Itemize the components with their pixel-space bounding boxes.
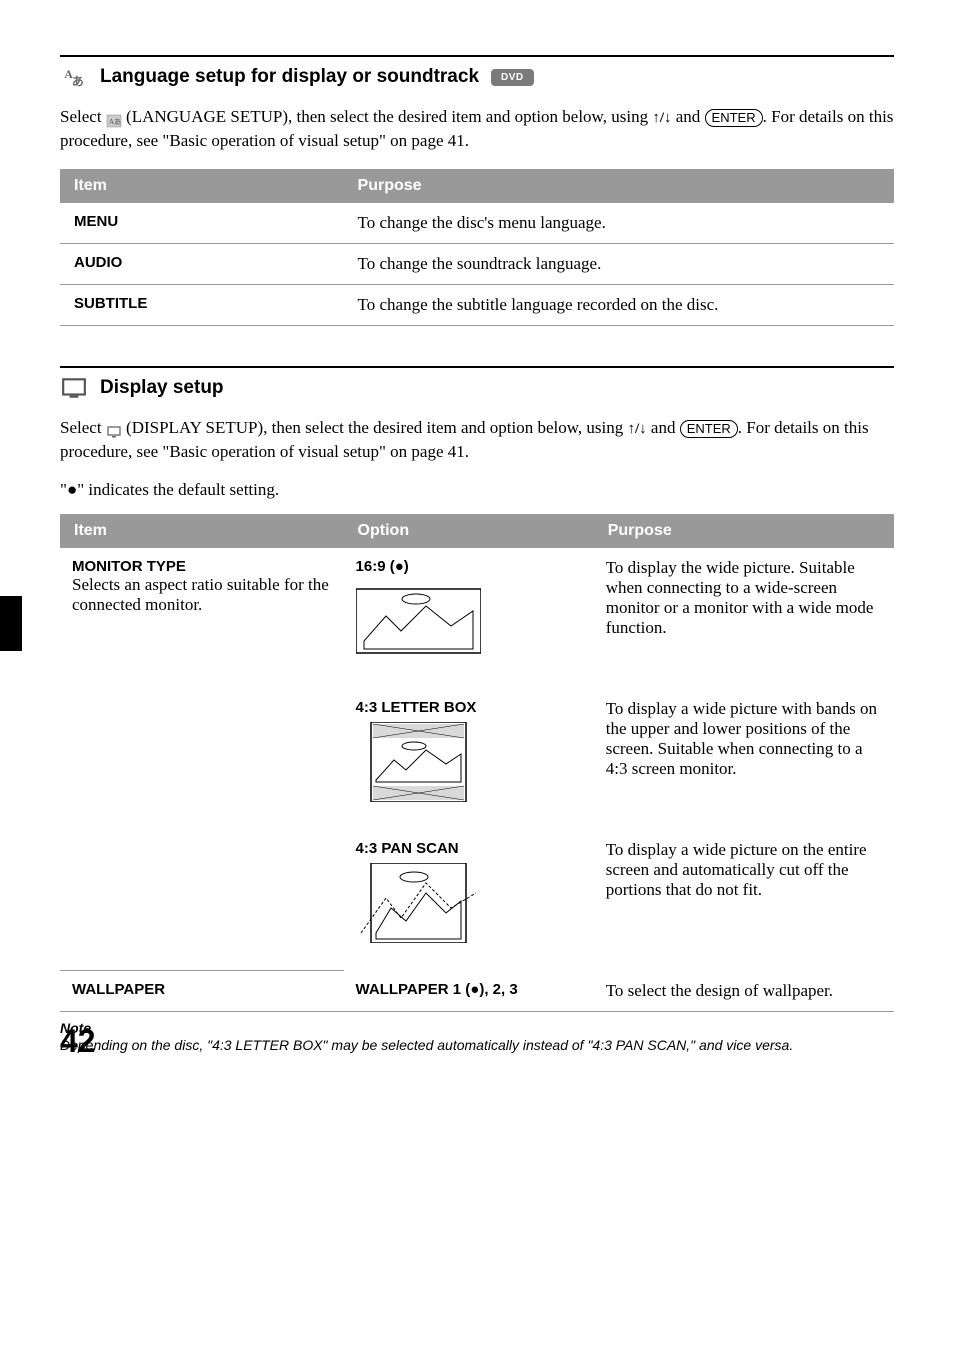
- text: and: [672, 107, 705, 126]
- cell-purpose: To change the subtitle language recorded…: [344, 284, 894, 325]
- section-header-language: A あ Language setup for display or soundt…: [60, 55, 894, 91]
- table-row: WALLPAPER WALLPAPER 1 (●), 2, 3 To selec…: [60, 971, 894, 1012]
- display-icon-inline: [106, 422, 122, 436]
- updown-arrows-icon: ↑/↓: [652, 110, 671, 126]
- page-content: A あ Language setup for display or soundt…: [0, 0, 954, 1085]
- section1-intro: Select Aあ (LANGUAGE SETUP), then select …: [60, 105, 894, 153]
- option-cell: WALLPAPER 1 (●), 2, 3: [344, 971, 594, 1012]
- text: Select: [60, 418, 106, 437]
- table-row: MONITOR TYPE Selects an aspect ratio sui…: [60, 548, 894, 689]
- purpose-cell: To display a wide picture with bands on …: [594, 689, 894, 830]
- enter-key-icon: ENTER: [705, 109, 763, 127]
- option-cell: 16:9 (●): [344, 548, 594, 689]
- text: (LANGUAGE SETUP), then select the desire…: [126, 107, 652, 126]
- header-purpose: Purpose: [344, 169, 894, 203]
- language-table: Item Purpose MENU To change the disc's m…: [60, 169, 894, 326]
- item-cell: MONITOR TYPE Selects an aspect ratio sui…: [60, 548, 344, 689]
- table-row: 4:3 PAN SCAN To display a wide picture o…: [60, 830, 894, 971]
- cell-purpose: To change the disc's menu language.: [344, 203, 894, 244]
- note-heading: Note: [60, 1020, 894, 1036]
- language-icon-inline: Aあ: [106, 111, 122, 125]
- note-body: Depending on the disc, "4:3 LETTER BOX" …: [60, 1036, 894, 1056]
- section-title: Language setup for display or soundtrack: [100, 66, 479, 88]
- header-purpose: Purpose: [594, 514, 894, 548]
- item-cell: [60, 830, 344, 971]
- option-label: 16:9 (●): [356, 558, 582, 575]
- table-header-row: Item Purpose: [60, 169, 894, 203]
- updown-arrows-icon: ↑/↓: [627, 421, 646, 437]
- text: (DISPLAY SETUP), then select the desired…: [126, 418, 627, 437]
- aspect-16-9-icon: [356, 581, 481, 661]
- option-label: WALLPAPER 1 (●), 2, 3: [356, 981, 582, 998]
- section-title: Display setup: [100, 377, 224, 399]
- text: Select: [60, 107, 106, 126]
- header-option: Option: [344, 514, 594, 548]
- aspect-letterbox-icon: [356, 722, 481, 802]
- option-cell: 4:3 PAN SCAN: [344, 830, 594, 971]
- display-table: Item Option Purpose MONITOR TYPE Selects…: [60, 514, 894, 1012]
- page-number: 42: [60, 1023, 96, 1060]
- cell-item: SUBTITLE: [60, 284, 344, 325]
- item-cell: WALLPAPER: [60, 971, 344, 1012]
- cell-item: AUDIO: [60, 243, 344, 284]
- item-cell: [60, 689, 344, 830]
- table-row: SUBTITLE To change the subtitle language…: [60, 284, 894, 325]
- svg-text:あ: あ: [72, 75, 84, 89]
- purpose-cell: To display the wide picture. Suitable wh…: [594, 548, 894, 689]
- table-row: 4:3 LETTER BOX To display a wide picture…: [60, 689, 894, 830]
- dvd-badge: DVD: [491, 69, 534, 86]
- language-icon: A あ: [60, 63, 88, 91]
- table-header-row: Item Option Purpose: [60, 514, 894, 548]
- item-label: WALLPAPER: [72, 981, 332, 998]
- item-desc: Selects an aspect ratio suitable for the…: [72, 575, 332, 615]
- option-label: 4:3 PAN SCAN: [356, 840, 582, 857]
- purpose-cell: To display a wide picture on the entire …: [594, 830, 894, 971]
- cell-item: MENU: [60, 203, 344, 244]
- purpose-cell: To select the design of wallpaper.: [594, 971, 894, 1012]
- text: and: [647, 418, 680, 437]
- item-label: MONITOR TYPE: [72, 558, 332, 575]
- enter-key-icon: ENTER: [680, 420, 738, 438]
- display-icon: [60, 374, 88, 402]
- option-cell: 4:3 LETTER BOX: [344, 689, 594, 830]
- cell-purpose: To change the soundtrack language.: [344, 243, 894, 284]
- section-header-display: Display setup: [60, 366, 894, 402]
- table-row: AUDIO To change the soundtrack language.: [60, 243, 894, 284]
- section2-intro: Select (DISPLAY SETUP), then select the …: [60, 416, 894, 464]
- header-item: Item: [60, 514, 344, 548]
- default-indicator-note: "●" indicates the default setting.: [60, 480, 894, 500]
- header-item: Item: [60, 169, 344, 203]
- svg-text:Aあ: Aあ: [109, 118, 121, 126]
- aspect-panscan-icon: [356, 863, 481, 943]
- option-label: 4:3 LETTER BOX: [356, 699, 582, 716]
- table-row: MENU To change the disc's menu language.: [60, 203, 894, 244]
